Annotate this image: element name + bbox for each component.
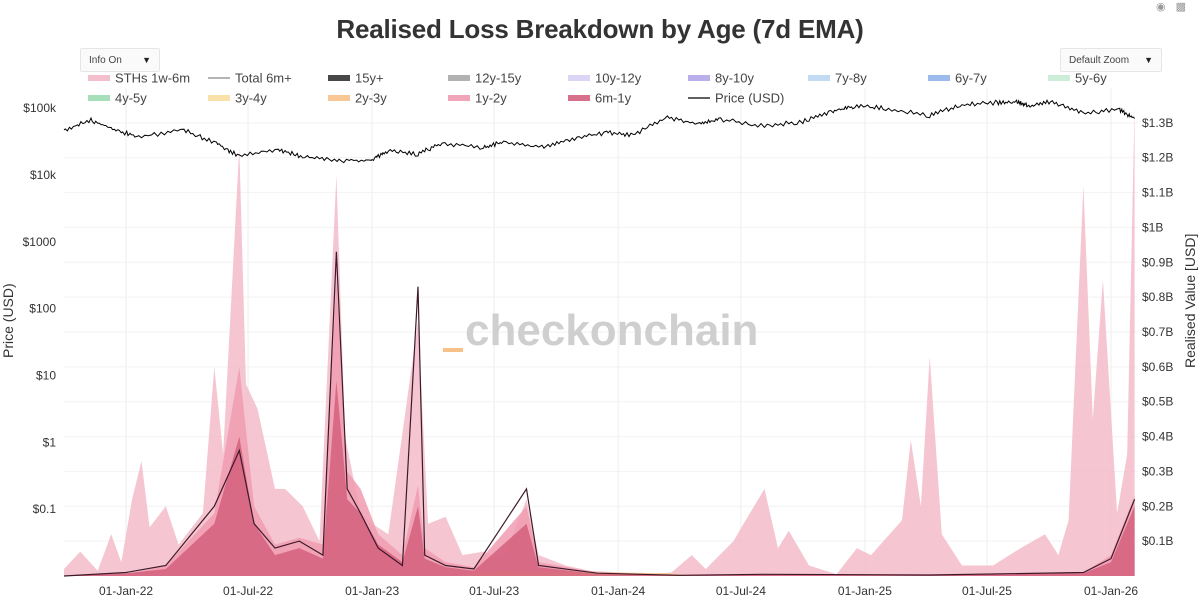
- y-left-tick-label: $100k: [23, 101, 57, 115]
- y-right-tick-label: $1.1B: [1142, 186, 1173, 200]
- y-right-tick-label: $0.5B: [1142, 395, 1173, 409]
- watermark-logo-mark: [443, 348, 463, 352]
- camera-icon[interactable]: ◉: [1155, 1, 1166, 13]
- legend-item[interactable]: 8y-10y: [688, 71, 755, 86]
- info-dropdown-label: Info On: [89, 54, 122, 66]
- legend-label: 6y-7y: [955, 71, 987, 86]
- x-tick-label: 01-Jan-26: [1084, 584, 1138, 598]
- y-right-tick-label: $0.1B: [1142, 534, 1173, 548]
- y-right-tick-label: $0.8B: [1142, 290, 1173, 304]
- legend-label: 4y-5y: [115, 91, 147, 106]
- legend-label: 6m-1y: [595, 91, 632, 106]
- zoom-dropdown-label: Default Zoom: [1069, 54, 1130, 66]
- x-tick-label: 01-Jan-24: [591, 584, 645, 598]
- dropdown-arrow-icon: ▼: [1144, 55, 1153, 65]
- legend-label: Total 6m+: [235, 71, 292, 86]
- legend-swatch: [88, 75, 110, 81]
- legend-item[interactable]: 12y-15y: [448, 71, 522, 86]
- zoom-dropdown[interactable]: Default Zoom ▼: [1060, 48, 1162, 72]
- y-left-tick-label: $1000: [23, 235, 57, 249]
- legend-swatch: [1048, 75, 1070, 81]
- y-left-tick-label: $10k: [30, 168, 57, 182]
- legend-item[interactable]: 15y+: [328, 71, 384, 86]
- y-right-tick-label: $0.3B: [1142, 464, 1173, 478]
- legend-label: 3y-4y: [235, 91, 267, 106]
- legend-swatch: [928, 75, 950, 81]
- x-tick-label: 01-Jan-22: [99, 584, 153, 598]
- legend-label: 5y-6y: [1075, 71, 1107, 86]
- legend-item[interactable]: 4y-5y: [88, 91, 147, 106]
- legend-swatch: [88, 95, 110, 101]
- legend-label: 2y-3y: [355, 91, 387, 106]
- y-right-tick-label: $0.9B: [1142, 255, 1173, 269]
- legend-item[interactable]: 6y-7y: [928, 71, 987, 86]
- watermark-text: checkonchain: [465, 306, 758, 355]
- y-right-tick-label: $0.6B: [1142, 360, 1173, 374]
- legend-swatch: [808, 75, 830, 81]
- dropdown-arrow-icon: ▼: [142, 55, 151, 65]
- legend-item[interactable]: 1y-2y: [448, 91, 507, 106]
- x-tick-label: 01-Jul-25: [962, 584, 1012, 598]
- x-tick-label: 01-Jul-22: [223, 584, 273, 598]
- legend-item[interactable]: STHs 1w-6m: [88, 71, 190, 86]
- legend-label: STHs 1w-6m: [115, 71, 190, 86]
- y-left-tick-label: $0.1: [33, 502, 57, 516]
- legend-label: 1y-2y: [475, 91, 507, 106]
- legend-swatch: [328, 75, 350, 81]
- legend-swatch: [208, 95, 230, 101]
- legend-swatch: [568, 75, 590, 81]
- legend-label: 15y+: [355, 71, 384, 86]
- y-left-tick-label: $100: [29, 302, 56, 316]
- x-tick-label: 01-Jan-23: [345, 584, 399, 598]
- legend-label: 8y-10y: [715, 71, 755, 86]
- y-right-tick-label: $0.4B: [1142, 430, 1173, 444]
- legend-item[interactable]: 7y-8y: [808, 71, 867, 86]
- legend-swatch: [328, 95, 350, 101]
- legend-item[interactable]: 5y-6y: [1048, 71, 1107, 86]
- y-right-tick-label: $1.2B: [1142, 151, 1173, 165]
- legend-item[interactable]: Price (USD): [688, 91, 784, 106]
- x-tick-label: 01-Jan-25: [838, 584, 892, 598]
- y-right-tick-label: $1.3B: [1142, 116, 1173, 130]
- legend-label: 7y-8y: [835, 71, 867, 86]
- x-tick-label: 01-Jul-24: [716, 584, 766, 598]
- legend-swatch: [688, 75, 710, 81]
- price-line: [63, 99, 1135, 164]
- y-right-tick-label: $0.2B: [1142, 499, 1173, 513]
- legend-item[interactable]: 6m-1y: [568, 91, 632, 106]
- legend-label: 10y-12y: [595, 71, 642, 86]
- legend-item[interactable]: 10y-12y: [568, 71, 642, 86]
- y-right-tick-label: $0.7B: [1142, 325, 1173, 339]
- bar-chart-icon[interactable]: ▩: [1175, 1, 1186, 13]
- x-tick-label: 01-Jul-23: [469, 584, 519, 598]
- legend-label: 12y-15y: [475, 71, 522, 86]
- legend-label: Price (USD): [715, 91, 784, 106]
- legend-item[interactable]: 3y-4y: [208, 91, 267, 106]
- legend-swatch: [448, 75, 470, 81]
- y-left-tick-label: $10: [36, 368, 56, 382]
- area-series-6m-1y: [64, 380, 1135, 576]
- chart-title: Realised Loss Breakdown by Age (7d EMA): [336, 14, 864, 44]
- modebar: ◉ ▩: [1156, 0, 1186, 13]
- info-dropdown[interactable]: Info On ▼: [80, 48, 160, 72]
- legend-item[interactable]: Total 6m+: [208, 71, 292, 86]
- line-series-total-6m: [63, 251, 1136, 577]
- y-left-tick-label: $1: [43, 435, 57, 449]
- legend-swatch: [448, 95, 470, 101]
- legend-item[interactable]: 2y-3y: [328, 91, 387, 106]
- y-right-tick-label: $1B: [1142, 220, 1163, 234]
- legend-swatch: [568, 95, 590, 101]
